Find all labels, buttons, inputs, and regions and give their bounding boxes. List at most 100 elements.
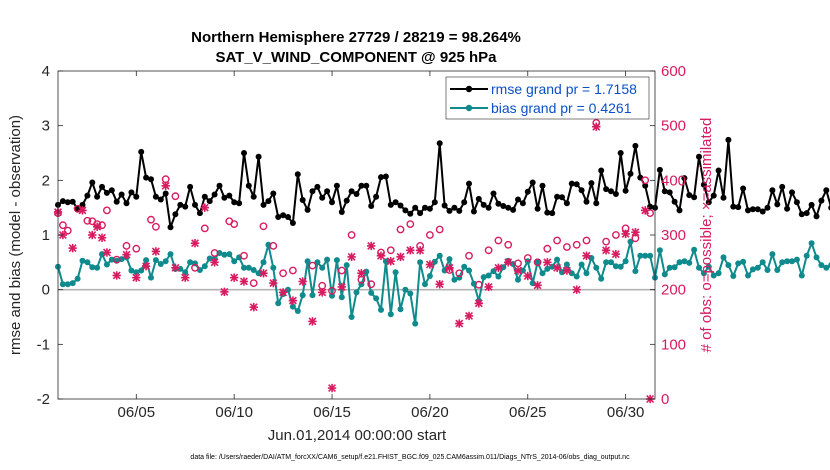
- obs-assimilated-marker: [631, 228, 640, 237]
- rmse-point: [691, 194, 698, 201]
- rmse-point: [192, 201, 198, 208]
- bias-point: [637, 252, 644, 259]
- rmse-point: [260, 201, 267, 208]
- obs-possible-marker: [103, 206, 111, 215]
- bias-point: [348, 314, 355, 320]
- bias-point: [789, 258, 795, 265]
- obs-assimilated-marker: [210, 258, 219, 267]
- obs-possible-marker: [63, 226, 72, 235]
- y-right-tick-label: 500: [661, 118, 686, 135]
- rmse-point: [642, 182, 649, 189]
- rmse-point: [201, 193, 208, 200]
- bias-point: [157, 261, 164, 267]
- bias-point: [661, 271, 668, 278]
- rmse-point: [152, 193, 159, 200]
- rmse-point: [431, 199, 438, 206]
- rmse-point: [598, 167, 605, 174]
- rmse-point: [157, 196, 164, 203]
- bias-point: [270, 264, 277, 271]
- rmse-point: [793, 199, 800, 206]
- bias-point: [333, 257, 340, 264]
- y-axis-label: rmse and bias (model - observation): [7, 115, 24, 355]
- obs-possible-marker: [112, 255, 121, 264]
- rmse-point: [740, 185, 747, 192]
- rmse-point: [456, 207, 463, 214]
- obs-possible-marker: [171, 192, 180, 201]
- bias-point: [647, 252, 654, 259]
- bias-point: [725, 262, 732, 269]
- rmse-point: [622, 187, 629, 194]
- obs-possible-marker: [553, 236, 561, 245]
- bias-point: [417, 259, 424, 266]
- obs-possible-marker: [151, 222, 160, 231]
- obs-possible-marker: [494, 236, 503, 245]
- obs-possible-marker: [543, 244, 552, 253]
- obs-assimilated-marker: [523, 271, 532, 281]
- obs-assimilated-marker: [425, 260, 435, 269]
- obs-possible-marker: [572, 240, 581, 249]
- rmse-point: [338, 209, 345, 215]
- rmse-point: [422, 204, 428, 211]
- rmse-point: [118, 191, 125, 198]
- bias-point: [612, 263, 619, 270]
- bias-point: [803, 252, 810, 259]
- obs-assimilated-marker: [200, 203, 210, 212]
- rmse-point: [348, 188, 355, 195]
- bias-point: [103, 261, 110, 268]
- obs-possible-marker: [191, 263, 199, 272]
- rmse-point: [510, 206, 517, 213]
- rmse-point: [666, 189, 673, 196]
- rmse-point: [69, 198, 76, 205]
- bias-point: [774, 267, 781, 273]
- rmse-point: [720, 194, 727, 201]
- obs-assimilated-marker: [171, 263, 180, 272]
- bias-point: [319, 264, 326, 271]
- bias-point: [431, 258, 438, 265]
- rmse-point: [612, 191, 619, 197]
- bias-point: [515, 276, 521, 283]
- rmse-point: [769, 187, 776, 194]
- y-right-tick-label: 0: [661, 391, 669, 408]
- obs-assimilated-marker: [415, 246, 425, 255]
- rmse-point: [250, 193, 257, 200]
- obs-assimilated-marker: [269, 278, 278, 288]
- rmse-point: [387, 201, 394, 208]
- legend-rmse-marker: [465, 85, 473, 93]
- rmse-point: [573, 181, 580, 188]
- plot-area: [58, 71, 655, 399]
- bias-point: [642, 252, 649, 259]
- rmse-point: [603, 186, 610, 193]
- rmse-point: [632, 142, 639, 149]
- rmse-point: [363, 182, 370, 189]
- obs-possible-marker: [249, 279, 258, 287]
- obs-assimilated-marker: [122, 250, 131, 259]
- x-axis-label: Jun.01,2014 00:00:00 start: [268, 427, 447, 444]
- rmse-point: [583, 198, 590, 205]
- obs-possible-marker: [465, 251, 473, 260]
- bias-point: [152, 257, 159, 264]
- rmse-point: [730, 203, 737, 210]
- legend-rmse-text: rmse grand pr = 1.7158: [491, 81, 637, 97]
- bias-point: [64, 281, 71, 288]
- bias-point: [241, 264, 247, 271]
- bias-point: [294, 308, 301, 314]
- rmse-point: [417, 210, 424, 217]
- bias-point: [226, 251, 233, 258]
- obs-possible-marker: [563, 243, 571, 251]
- rmse-point: [774, 201, 781, 208]
- rmse-point: [353, 191, 360, 197]
- bias-point: [133, 269, 140, 276]
- rmse-point: [568, 180, 575, 187]
- bias-point: [285, 286, 291, 293]
- rmse-point: [823, 187, 830, 194]
- bias-point: [84, 259, 91, 266]
- rmse-point: [705, 199, 712, 206]
- bias-point: [299, 292, 306, 299]
- bias-point: [397, 306, 404, 313]
- obs-possible-marker: [455, 269, 464, 278]
- bias-point: [128, 267, 135, 274]
- obs-possible-marker: [347, 231, 356, 239]
- obs-assimilated-marker: [337, 282, 347, 292]
- rmse-point: [759, 208, 766, 215]
